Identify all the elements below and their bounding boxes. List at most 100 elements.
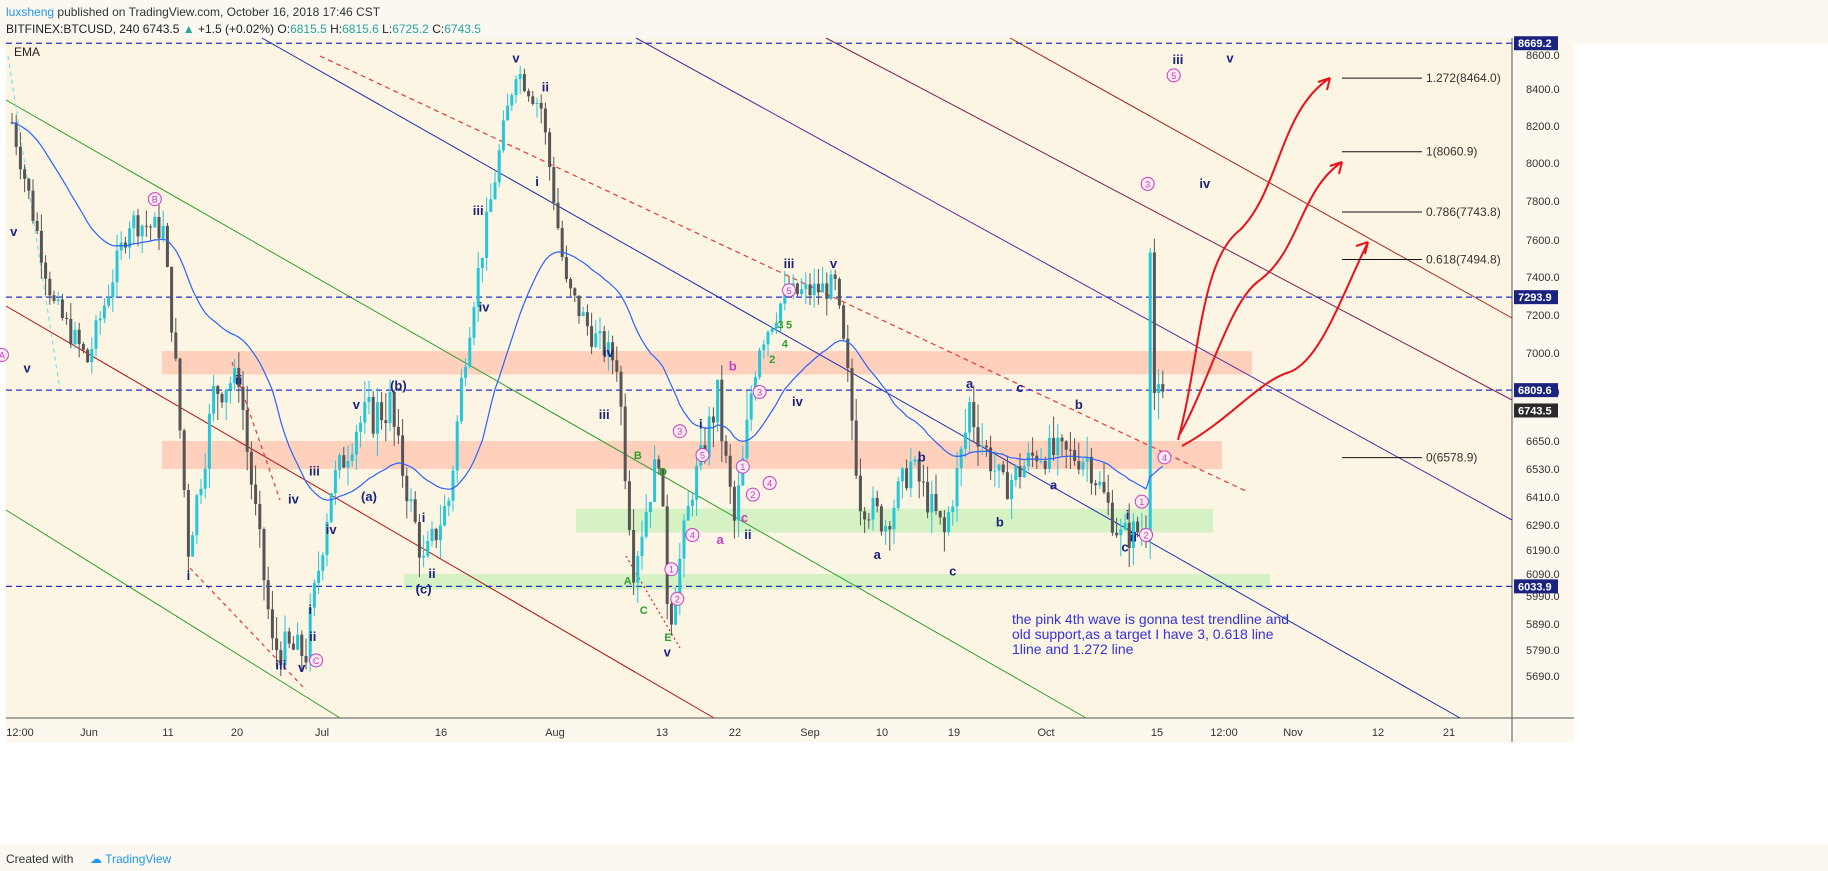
candle-body — [800, 289, 804, 295]
annotation-line-3: 1line and 1.272 line — [1012, 641, 1134, 657]
ema-line — [11, 121, 1164, 501]
wave-label: iv — [603, 345, 615, 360]
resistance-zone — [162, 351, 1252, 375]
candle-body — [178, 358, 182, 431]
price-tick-label: 8600.0 — [1526, 50, 1560, 62]
wave-circle-marker — [1139, 528, 1153, 542]
candle-body — [1081, 461, 1085, 470]
candle-body — [728, 455, 732, 487]
candle-body — [485, 211, 489, 258]
candle-body — [283, 631, 287, 666]
wave-label: 5 — [786, 320, 792, 332]
time-tick-label: Oct — [1037, 727, 1054, 739]
candle-body — [976, 427, 980, 447]
candle-body — [900, 468, 904, 482]
wave-label: b — [918, 449, 926, 464]
candle-body — [615, 360, 619, 372]
candle-body — [1047, 437, 1051, 469]
wave-label: (a) — [361, 489, 377, 504]
wave-label: ii — [309, 629, 316, 644]
author-link[interactable]: luxsheng — [6, 5, 55, 19]
wave-label: v — [664, 645, 672, 660]
candle-body — [732, 486, 736, 521]
candle-body — [585, 312, 589, 327]
wave-label: c — [1121, 540, 1128, 555]
fib-level-label: 0(6578.9) — [1426, 451, 1477, 465]
price-chart[interactable]: 1.272(8464.0) 1(8060.9) 0.786(7743.8) 0.618… — [0, 0, 1828, 844]
candle-body — [174, 332, 178, 359]
wave-label: A — [624, 576, 632, 588]
wave-label: iv — [479, 299, 491, 314]
price-mark-badge — [1514, 579, 1558, 594]
fib-levels-layer: 1.272(8464.0) 1(8060.9) 0.786(7743.8) 0.618… — [1342, 71, 1501, 465]
price-mark-badge — [1514, 290, 1558, 305]
wave-label: i — [535, 174, 539, 189]
wave-label: v — [512, 50, 520, 65]
candle-body — [254, 484, 258, 504]
dashed-trendline — [7, 55, 61, 391]
candle-body — [371, 396, 375, 434]
candle-body — [1035, 455, 1039, 462]
candle-body — [669, 603, 673, 625]
wave-label: 2 — [769, 354, 775, 366]
candle-body — [472, 306, 476, 338]
tradingview-logo-link[interactable]: ☁ TradingView — [90, 852, 172, 866]
candle-body — [602, 331, 606, 356]
channel-line — [1009, 37, 1513, 319]
candle-body — [65, 318, 69, 320]
wave-label: c — [741, 510, 748, 525]
indicator-label: EMA — [14, 45, 40, 59]
price-axis[interactable] — [1512, 38, 1574, 718]
wave-label: i — [187, 568, 191, 583]
candle-body — [342, 455, 346, 468]
candle-body — [762, 344, 766, 351]
candle-body — [724, 441, 728, 456]
candle-body — [808, 284, 812, 296]
candle-body — [661, 468, 665, 507]
candle-body — [501, 120, 505, 151]
wave-label: a — [1050, 477, 1058, 492]
candle-body — [245, 410, 249, 452]
candle-body — [212, 386, 216, 414]
candle-body — [711, 416, 715, 423]
candle-body — [1131, 521, 1135, 549]
wave-label: i — [422, 510, 426, 525]
candle-body — [917, 459, 921, 482]
time-axis[interactable] — [6, 718, 1574, 742]
candle-body — [606, 342, 610, 356]
candle-body — [1068, 449, 1072, 451]
candle-body — [350, 454, 354, 461]
candle-body — [153, 216, 157, 228]
candle-body — [749, 393, 753, 420]
candle-body — [569, 279, 573, 289]
time-tick-label: 21 — [1443, 727, 1455, 739]
wave-label: iv — [792, 394, 804, 409]
tradingview-brand[interactable]: TradingView — [105, 852, 172, 866]
wave-label: v — [353, 397, 361, 412]
candle-body — [875, 497, 879, 507]
candle-body — [1161, 384, 1165, 392]
wave-label: 1 — [669, 565, 674, 575]
candle-body — [384, 420, 388, 424]
candle-body — [107, 297, 111, 306]
candle-body — [69, 318, 73, 345]
wave-label: a — [966, 376, 974, 391]
time-tick-label: Sep — [800, 727, 820, 739]
candle-body — [363, 402, 367, 423]
resistance-zone — [162, 441, 1222, 469]
candle-body — [665, 506, 669, 604]
candle-body — [678, 558, 682, 598]
wave-label: iv — [1199, 176, 1211, 191]
wave-circle-marker — [695, 448, 710, 462]
axis-labels-layer: 8600.0 8400.0 8200.0 8000.0 7800.0 7600.0 7400… — [6, 36, 1560, 739]
candle-body — [720, 379, 724, 442]
candle-body — [329, 493, 333, 522]
candle-body — [686, 506, 690, 521]
fib-level-label: 0.786(7743.8) — [1426, 205, 1501, 219]
candle-body — [753, 377, 757, 394]
candle-body — [186, 489, 190, 557]
candle-body — [18, 146, 22, 170]
time-tick-label: 16 — [435, 727, 447, 739]
annotation-line-1: the pink 4th wave is gonna test trendlin… — [1012, 611, 1289, 627]
candle-body — [1110, 502, 1114, 533]
